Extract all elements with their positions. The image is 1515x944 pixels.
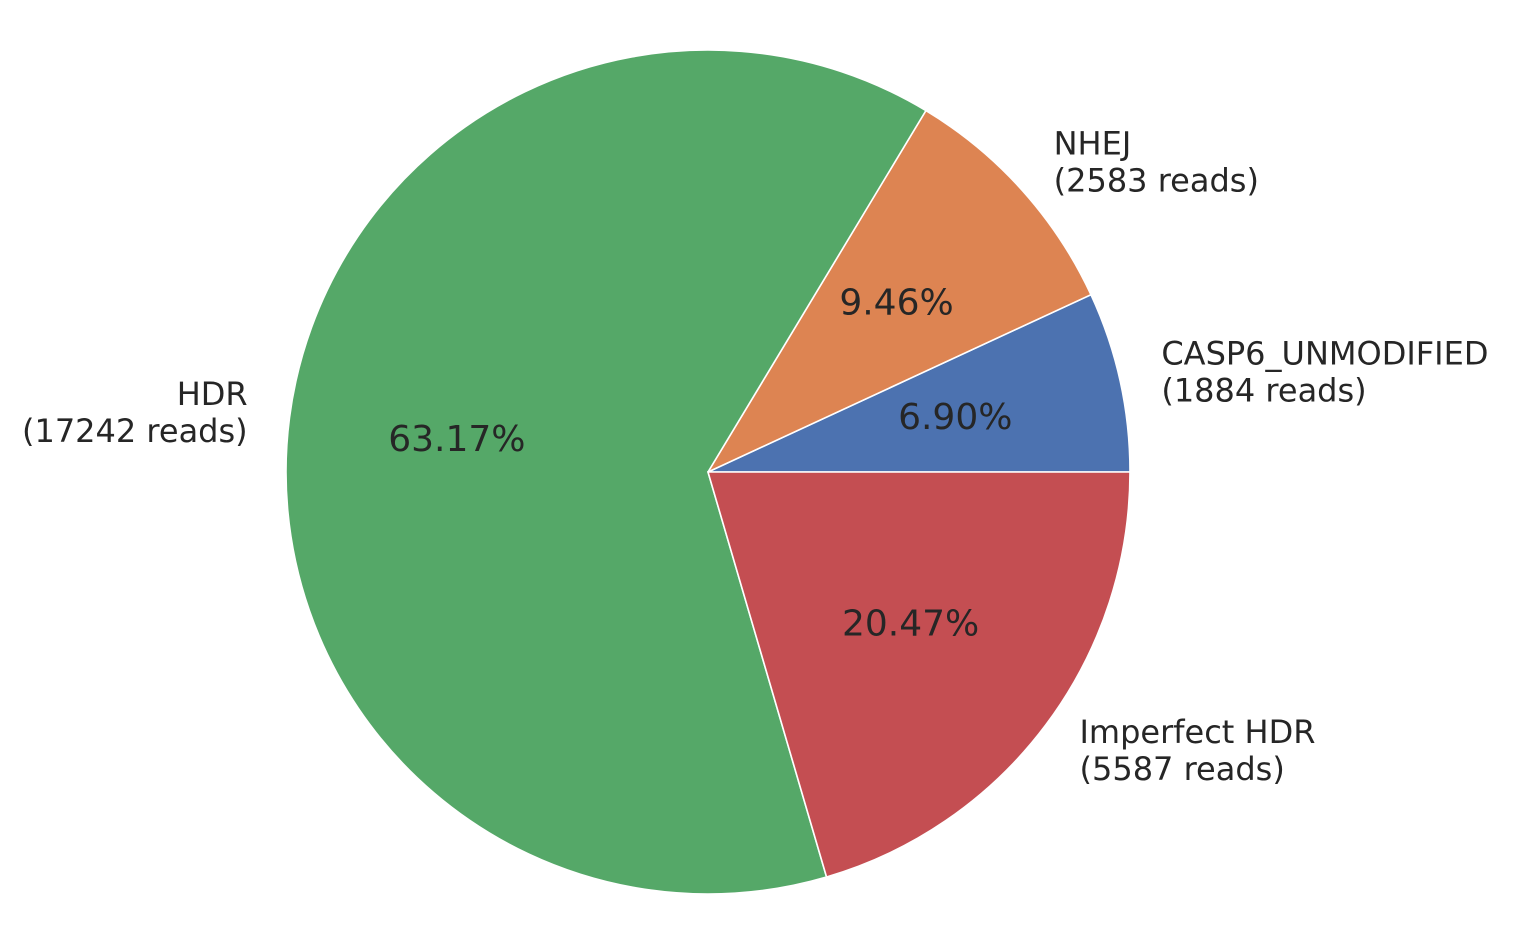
pie-slice-casp6-unmodified: [707, 293, 1131, 473]
category-reads-imperfect-hdr: (5587 reads): [1079, 750, 1284, 788]
category-name-casp6-unmodified: CASP6_UNMODIFIED: [1161, 335, 1488, 373]
pie-slice-imperfect-hdr: [706, 471, 1131, 879]
category-label-casp6-unmodified: CASP6_UNMODIFIED(1884 reads): [1161, 335, 1488, 410]
pie-slice-hdr: [285, 49, 927, 895]
percent-labels-layer: 6.90% 9.46% 63.17% 20.47%: [388, 282, 1012, 644]
category-name-imperfect-hdr: Imperfect HDR: [1079, 713, 1315, 751]
percent-label-hdr: 63.17%: [388, 419, 525, 460]
category-name-hdr: HDR: [177, 375, 248, 413]
category-reads-hdr: (17242 reads): [22, 412, 248, 450]
category-label-hdr: HDR(17242 reads): [22, 375, 248, 450]
slices-layer: [285, 49, 1131, 895]
category-label-nhej: NHEJ(2583 reads): [1054, 125, 1259, 200]
category-name-nhej: NHEJ: [1054, 125, 1132, 163]
percent-label-imperfect-hdr: 20.47%: [842, 603, 979, 644]
pie-slice-nhej: [705, 109, 1092, 474]
category-labels-layer: CASP6_UNMODIFIED(1884 reads) NHEJ(2583 re…: [22, 125, 1488, 788]
percent-label-nhej: 9.46%: [839, 282, 953, 323]
category-reads-nhej: (2583 reads): [1054, 162, 1259, 200]
percent-label-casp6-unmodified: 6.90%: [898, 397, 1012, 438]
category-label-imperfect-hdr: Imperfect HDR(5587 reads): [1079, 713, 1315, 788]
category-reads-casp6-unmodified: (1884 reads): [1161, 372, 1366, 410]
